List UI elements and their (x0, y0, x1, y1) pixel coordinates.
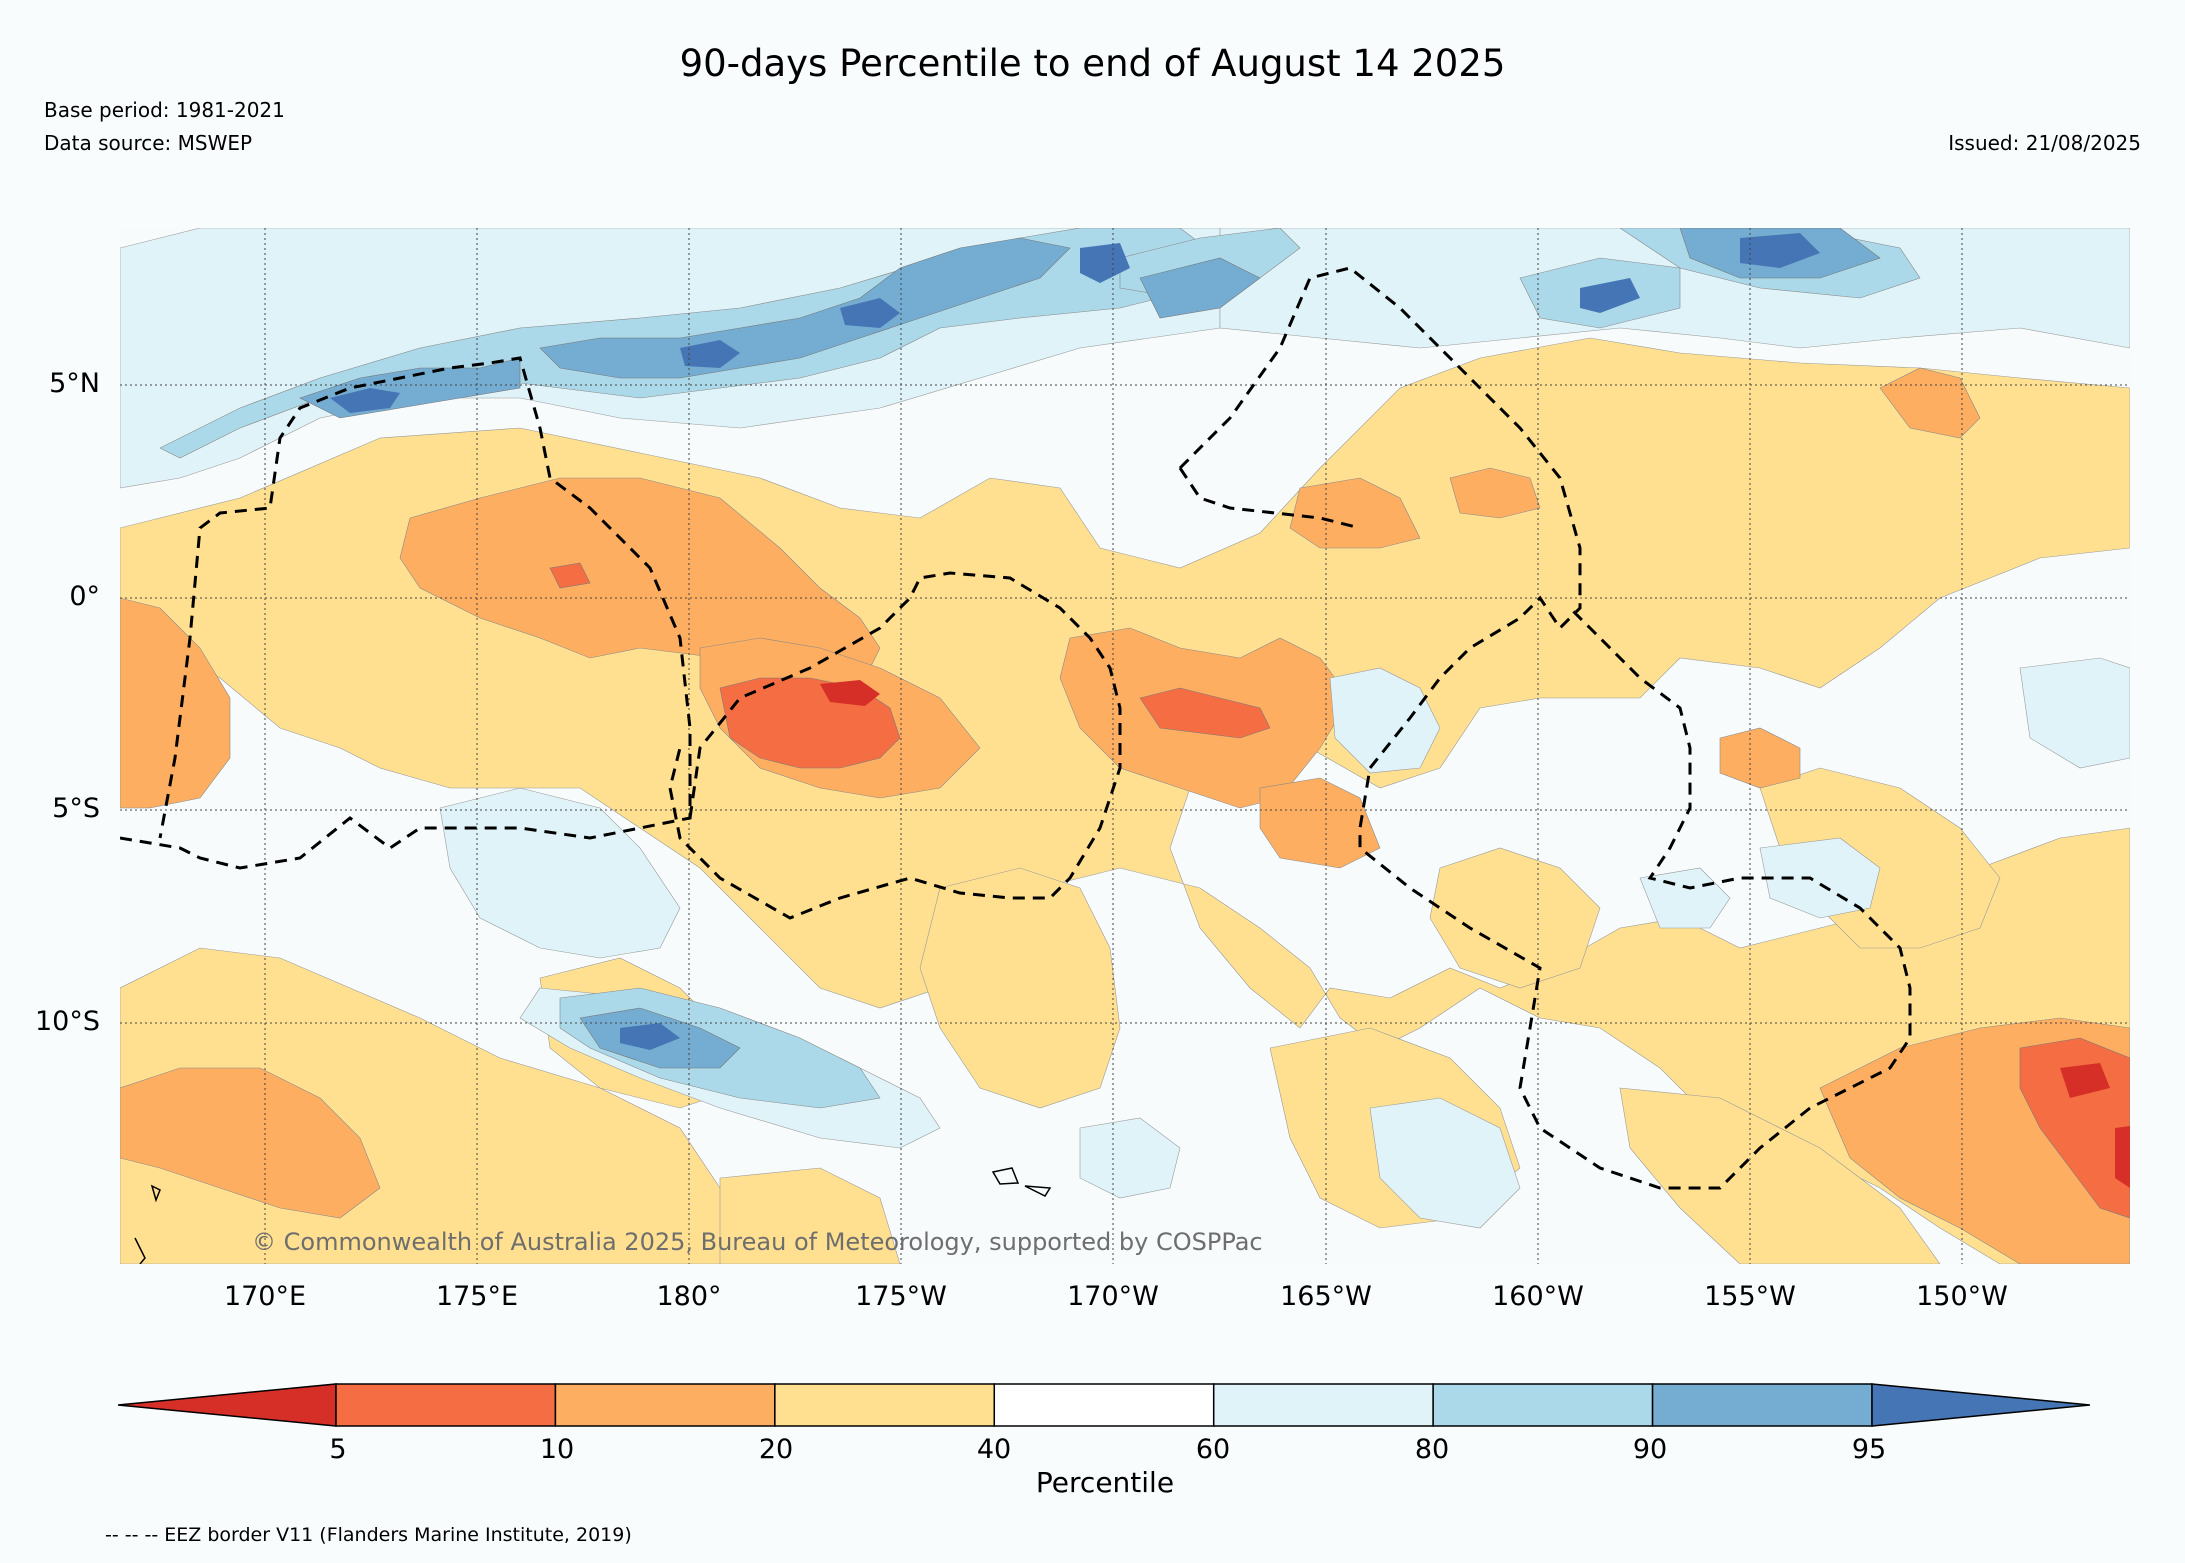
colorbar-segment (1651, 1383, 1873, 1427)
class-5-10 (549, 228, 2130, 1219)
colorbar-segment (774, 1383, 996, 1427)
class-below-5 (820, 680, 2130, 1188)
gridlines (120, 228, 2130, 1264)
lat-label-0: 0° (69, 581, 100, 612)
eez-borders (120, 266, 1912, 1190)
colorbar-tick-5: 5 (329, 1434, 347, 1465)
map-field (120, 228, 2130, 1264)
colorbar-tick-80: 80 (1414, 1434, 1450, 1465)
lon-label-165w: 165°W (1280, 1281, 1372, 1312)
base-period: Base period: 1981-2021 (44, 98, 285, 122)
copyright-watermark: © Commonwealth of Australia 2025, Bureau… (252, 1228, 1263, 1256)
colorbar-label: Percentile (1035, 1466, 1175, 1499)
lon-label-170w: 170°W (1067, 1281, 1159, 1312)
lat-label-5n: 5°N (49, 368, 100, 399)
colorbar-tick-40: 40 (976, 1434, 1012, 1465)
colorbar-extend-high (1871, 1383, 2090, 1427)
colorbar-segment (554, 1383, 776, 1427)
colorbar-tick-90: 90 (1632, 1434, 1668, 1465)
lat-label-10s: 10°S (35, 1006, 100, 1037)
colorbar-tick-10: 10 (539, 1434, 575, 1465)
data-source: Data source: MSWEP (44, 131, 253, 155)
colorbar (118, 1383, 2090, 1427)
lon-label-175w: 175°W (855, 1281, 947, 1312)
colorbar-segment (993, 1383, 1215, 1427)
class-above-95 (330, 233, 1820, 1050)
lat-label-5s: 5°S (52, 793, 100, 824)
islands (134, 1167, 1052, 1264)
lon-label-150w: 150°W (1916, 1281, 2008, 1312)
lon-label-175e: 175°E (435, 1281, 519, 1312)
colorbar-extend-low (118, 1383, 337, 1427)
issued-date: Issued: 21/08/2025 (1948, 131, 2141, 155)
lon-label-170e: 170°E (223, 1281, 307, 1312)
lon-label-180: 180° (656, 1281, 722, 1312)
lon-label-155w: 155°W (1704, 1281, 1796, 1312)
colorbar-segment (1432, 1383, 1654, 1427)
colorbar-tick-60: 60 (1195, 1434, 1231, 1465)
colorbar-tick-95: 95 (1851, 1434, 1887, 1465)
eez-legend-note: -- -- -- EEZ border V11 (Flanders Marine… (105, 1524, 632, 1546)
map-title: 90-days Percentile to end of August 14 2… (679, 42, 1506, 85)
percentile-map (120, 228, 2130, 1264)
colorbar-tick-20: 20 (758, 1434, 794, 1465)
colorbar-segment (1212, 1383, 1434, 1427)
lon-label-160w: 160°W (1492, 1281, 1584, 1312)
colorbar-segment (335, 1383, 557, 1427)
